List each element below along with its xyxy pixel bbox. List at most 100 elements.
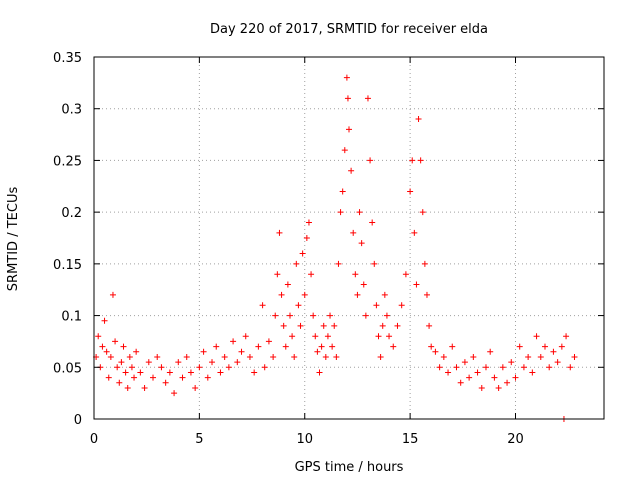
data-point [141, 384, 148, 391]
data-point [95, 333, 102, 340]
data-point [187, 369, 194, 376]
data-point [305, 219, 312, 226]
data-point [274, 271, 281, 278]
data-point [301, 291, 308, 298]
data-point [101, 317, 108, 324]
data-point [114, 364, 121, 371]
data-point [520, 364, 527, 371]
data-point [436, 364, 443, 371]
data-point [192, 384, 199, 391]
data-point [272, 312, 279, 319]
data-point [516, 343, 523, 350]
data-point [200, 348, 207, 355]
data-point [373, 302, 380, 309]
data-point [297, 322, 304, 329]
data-point [179, 374, 186, 381]
chart-title: Day 220 of 2017, SRMTID for receiver eld… [210, 22, 488, 37]
data-point [259, 302, 266, 309]
data-point [563, 333, 570, 340]
data-point [411, 229, 418, 236]
data-point [457, 379, 464, 386]
data-point [341, 147, 348, 154]
data-point [99, 343, 106, 350]
data-point [122, 369, 129, 376]
data-point [289, 333, 296, 340]
x-tick-label: 15 [402, 432, 419, 447]
data-point [213, 343, 220, 350]
data-point [295, 302, 302, 309]
data-point [196, 364, 203, 371]
data-point [398, 302, 405, 309]
data-point [270, 353, 277, 360]
y-tick-label: 0.3 [61, 103, 82, 118]
data-point [461, 359, 468, 366]
data-point [310, 312, 317, 319]
data-point [512, 374, 519, 381]
data-point [409, 157, 416, 164]
data-point [120, 343, 127, 350]
data-point [221, 353, 228, 360]
data-point [364, 95, 371, 102]
data-point [314, 348, 321, 355]
y-tick-label: 0.25 [53, 154, 82, 169]
data-point [112, 338, 119, 345]
y-tick-label: 0.05 [53, 361, 82, 376]
data-point [525, 353, 532, 360]
data-point [171, 390, 178, 397]
data-point [162, 379, 169, 386]
y-tick-label: 0.2 [61, 206, 82, 221]
data-point [567, 364, 574, 371]
data-point [550, 348, 557, 355]
y-tick-label: 0.35 [53, 51, 82, 66]
data-point [312, 333, 319, 340]
data-point [449, 343, 456, 350]
data-point [230, 338, 237, 345]
data-point [255, 343, 262, 350]
data-point [440, 353, 447, 360]
data-point [124, 384, 131, 391]
data-point [320, 322, 327, 329]
y-tick-label: 0.1 [61, 310, 82, 325]
data-point [352, 271, 359, 278]
data-point [327, 312, 334, 319]
data-point [118, 359, 125, 366]
data-point [217, 369, 224, 376]
data-point [131, 374, 138, 381]
data-point [474, 369, 481, 376]
data-point [402, 271, 409, 278]
data-point [356, 209, 363, 216]
x-tick-label: 5 [195, 432, 203, 447]
data-point [337, 209, 344, 216]
data-point [322, 353, 329, 360]
data-point [286, 312, 293, 319]
data-point [367, 157, 374, 164]
x-tick-label: 0 [90, 432, 98, 447]
data-points [93, 74, 578, 422]
data-point [491, 374, 498, 381]
data-point [377, 353, 384, 360]
data-point [383, 312, 390, 319]
data-point [529, 369, 536, 376]
data-point [419, 209, 426, 216]
data-point [103, 348, 110, 355]
data-point [379, 322, 386, 329]
data-point [128, 364, 135, 371]
data-point [329, 343, 336, 350]
data-point [453, 364, 460, 371]
data-point [299, 250, 306, 257]
y-tick-label: 0 [74, 413, 82, 428]
data-point [499, 364, 506, 371]
data-point [541, 343, 548, 350]
data-point [278, 291, 285, 298]
data-point [316, 369, 323, 376]
data-point [175, 359, 182, 366]
data-point [280, 322, 287, 329]
y-tick-label: 0.15 [53, 258, 82, 273]
data-point [291, 353, 298, 360]
x-tick-label: 10 [296, 432, 313, 447]
data-point [423, 291, 430, 298]
data-point [369, 219, 376, 226]
data-point [343, 74, 350, 81]
data-point [238, 348, 245, 355]
